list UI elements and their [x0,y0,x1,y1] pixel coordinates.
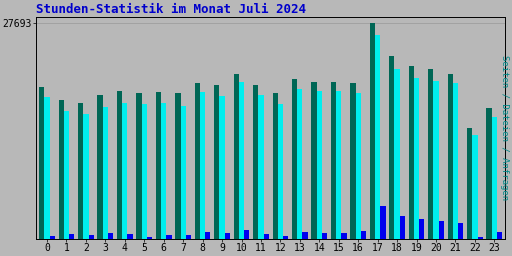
Bar [161,103,166,239]
Bar [78,103,83,239]
Bar [311,82,317,239]
Bar [375,35,380,239]
Bar [220,96,225,239]
Bar [200,92,205,239]
Bar [317,91,322,239]
Bar [83,114,89,239]
Bar [292,79,297,239]
Bar [142,104,147,239]
Bar [303,232,308,239]
Bar [64,111,69,239]
Bar [117,91,122,239]
Bar [458,223,463,239]
Bar [409,66,414,239]
Bar [244,230,249,239]
Bar [453,83,458,239]
Bar [205,232,210,239]
Bar [414,78,419,239]
Bar [336,91,342,239]
Bar [253,85,259,239]
Bar [122,103,127,239]
Bar [127,234,133,239]
Bar [97,95,103,239]
Bar [233,74,239,239]
Bar [350,83,356,239]
Bar [214,85,220,239]
Bar [69,234,74,239]
Bar [225,233,230,239]
Bar [195,83,200,239]
Bar [108,233,113,239]
Bar [370,23,375,239]
Text: Stunden-Statistik im Monat Juli 2024: Stunden-Statistik im Monat Juli 2024 [36,3,306,16]
Bar [439,221,444,239]
Bar [478,238,483,239]
Bar [331,82,336,239]
Bar [175,93,181,239]
Bar [272,93,278,239]
Y-axis label: Seiten / Dateien / Anfragen: Seiten / Dateien / Anfragen [500,56,509,200]
Bar [186,235,191,239]
Bar [361,231,366,239]
Bar [380,206,386,239]
Bar [322,233,327,239]
Bar [394,69,400,239]
Bar [400,216,405,239]
Bar [447,74,453,239]
Bar [89,235,94,239]
Bar [45,97,50,239]
Bar [472,135,478,239]
Bar [239,82,244,239]
Bar [50,236,55,239]
Bar [147,237,152,239]
Bar [428,69,433,239]
Bar [356,92,361,239]
Bar [39,87,45,239]
Bar [264,234,269,239]
Bar [497,232,502,239]
Bar [342,233,347,239]
Bar [433,81,439,239]
Bar [492,118,497,239]
Bar [259,95,264,239]
Bar [156,92,161,239]
Bar [389,56,394,239]
Bar [419,219,424,239]
Bar [181,106,186,239]
Bar [486,108,492,239]
Bar [297,89,303,239]
Bar [283,236,288,239]
Bar [136,92,142,239]
Bar [103,106,108,239]
Bar [278,104,283,239]
Bar [58,100,64,239]
Bar [467,129,472,239]
Bar [166,235,172,239]
